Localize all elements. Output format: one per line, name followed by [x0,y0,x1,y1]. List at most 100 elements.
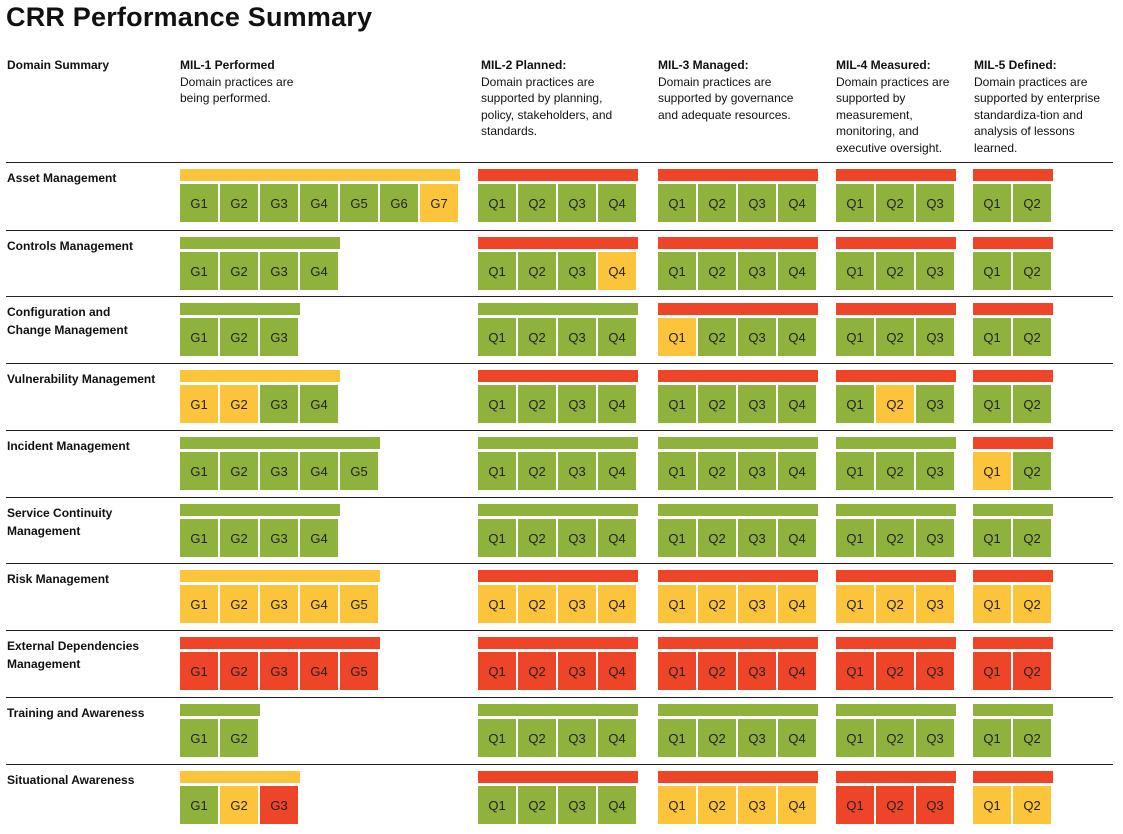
practice-cell-q3: Q3 [916,252,956,290]
practice-cell-q3: Q3 [558,585,598,623]
mil-4-status-bar [836,637,956,649]
header-domain-summary: Domain Summary [7,57,157,74]
mil-5-status-bar [973,437,1053,449]
mil-2-status-bar [478,771,638,783]
practice-cell-q1: Q1 [478,719,518,757]
mil-2-status-bar [478,370,638,382]
practice-cell-q2: Q2 [876,318,916,356]
practice-cell-q3: Q3 [916,452,956,490]
practice-cell-g1: G1 [180,652,220,690]
practice-cell-q1: Q1 [973,585,1013,623]
practice-cell-q1: Q1 [836,719,876,757]
practice-cell-q1: Q1 [973,252,1013,290]
practice-cell-q4: Q4 [778,452,818,490]
header-description: Domain practices are supported by enterp… [974,74,1101,155]
practice-cell-q2: Q2 [698,519,738,557]
practice-cell-q2: Q2 [698,318,738,356]
mil-4-status-bar [836,169,956,181]
mil-5-status-bar [973,237,1053,249]
practice-cell-q2: Q2 [698,719,738,757]
practice-cell-q2: Q2 [518,318,558,356]
practice-cell-g1: G1 [180,519,220,557]
practice-cell-q2: Q2 [876,452,916,490]
practice-cell-g5: G5 [340,652,380,690]
practice-cell-q3: Q3 [738,585,778,623]
practice-cell-q4: Q4 [778,184,818,222]
mil-2-status-bar [478,504,638,516]
practice-cell-q1: Q1 [658,519,698,557]
practice-cell-g2: G2 [220,318,260,356]
practice-cell-g3: G3 [260,318,300,356]
practice-cell-q2: Q2 [518,184,558,222]
row-divider [6,764,1113,765]
practice-cell-q4: Q4 [598,385,638,423]
practice-cell-q2: Q2 [876,385,916,423]
mil-1-status-bar [180,169,460,181]
practice-cell-q4: Q4 [778,585,818,623]
row-divider [6,563,1113,564]
practice-cell-g5: G5 [340,585,380,623]
practice-cell-q3: Q3 [738,519,778,557]
practice-cell-q1: Q1 [478,519,518,557]
practice-cell-g3: G3 [260,786,300,824]
mil-1-status-bar [180,370,340,382]
practice-cell-q1: Q1 [658,184,698,222]
practice-cell-q2: Q2 [1013,184,1053,222]
practice-cell-g2: G2 [220,252,260,290]
mil-1-status-bar [180,704,260,716]
practice-cell-q1: Q1 [836,385,876,423]
practice-cell-g5: G5 [340,452,380,490]
practice-cell-q2: Q2 [1013,452,1053,490]
practice-cell-q1: Q1 [973,719,1013,757]
mil-3-status-bar [658,504,818,516]
practice-cell-g1: G1 [180,585,220,623]
practice-cell-g3: G3 [260,519,300,557]
mil-2-status-bar [478,303,638,315]
mil-4-status-bar [836,504,956,516]
practice-cell-g1: G1 [180,786,220,824]
practice-cell-q1: Q1 [973,652,1013,690]
practice-cell-g4: G4 [300,519,340,557]
row-divider [6,363,1113,364]
practice-cell-q1: Q1 [478,252,518,290]
mil-4-status-bar [836,303,956,315]
row-divider [6,697,1113,698]
practice-cell-g3: G3 [260,385,300,423]
practice-cell-q4: Q4 [598,452,638,490]
practice-cell-q2: Q2 [698,652,738,690]
page-title: CRR Performance Summary [6,2,373,32]
practice-cell-q1: Q1 [658,719,698,757]
practice-cell-q1: Q1 [836,452,876,490]
domain-name: Training and Awareness [7,706,145,720]
practice-cell-q4: Q4 [598,252,638,290]
practice-cell-g3: G3 [260,585,300,623]
practice-cell-g6: G6 [380,184,420,222]
practice-cell-q2: Q2 [518,786,558,824]
practice-cell-q1: Q1 [658,585,698,623]
practice-cell-q2: Q2 [1013,719,1053,757]
domain-name: External Dependencies Management [7,639,140,671]
mil-3-status-bar [658,437,818,449]
mil-4-status-bar [836,570,956,582]
practice-cell-q2: Q2 [1013,585,1053,623]
domain-name: Configuration and Change Management [7,305,128,337]
practice-cell-q2: Q2 [876,786,916,824]
row-divider [6,230,1113,231]
practice-cell-q1: Q1 [478,585,518,623]
mil-1-status-bar [180,303,300,315]
practice-cell-q3: Q3 [738,184,778,222]
mil-4-status-bar [836,704,956,716]
practice-cell-q4: Q4 [598,184,638,222]
practice-cell-q4: Q4 [778,252,818,290]
mil-1-status-bar [180,771,300,783]
practice-cell-q3: Q3 [916,385,956,423]
practice-cell-q1: Q1 [973,452,1013,490]
column-headers: Domain Summary MIL-1 Performed Domain prac… [0,0,1123,165]
practice-cell-g2: G2 [220,519,260,557]
practice-cell-q4: Q4 [598,519,638,557]
practice-cell-q2: Q2 [698,385,738,423]
practice-cell-q1: Q1 [658,318,698,356]
practice-cell-q1: Q1 [658,652,698,690]
practice-cell-g2: G2 [220,184,260,222]
practice-cell-q2: Q2 [876,585,916,623]
